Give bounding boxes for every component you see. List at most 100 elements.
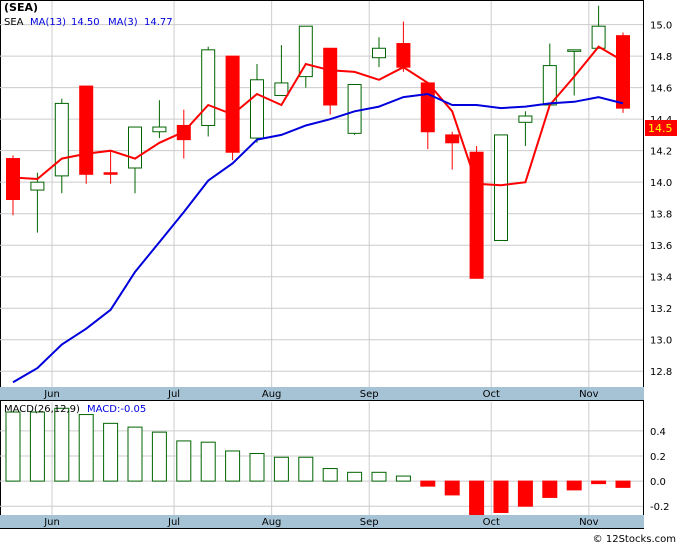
- macd-axis-label: 0.2: [650, 452, 666, 463]
- price-date-label: Oct: [483, 389, 500, 400]
- macd-bar-positive: [29, 411, 45, 482]
- price-axis-label: 13.2: [650, 304, 672, 315]
- macd-bar-positive: [395, 475, 411, 482]
- price-axis-label: 13.4: [650, 273, 672, 284]
- macd-bar-negative: [615, 480, 631, 488]
- macd-bar-negative: [493, 480, 509, 513]
- candle-up: [54, 102, 69, 177]
- macd-bar-positive: [127, 426, 143, 482]
- candle-down: [6, 158, 20, 201]
- macd-bar-positive: [273, 456, 289, 482]
- macd-bar-positive: [5, 411, 21, 482]
- macd-bar-positive: [151, 431, 167, 482]
- legend-ma13-label: MA(13): [30, 17, 66, 28]
- legend-ma3-label: MA(3): [108, 17, 138, 28]
- price-axis-label: 13.6: [650, 241, 672, 252]
- ma3-line: [12, 45, 624, 187]
- price-axis-label: 14.2: [650, 147, 672, 158]
- macd-bar-positive: [347, 471, 363, 482]
- price-axis-label: 14.8: [650, 52, 672, 63]
- macd-bar-negative: [517, 480, 533, 507]
- macd-date-labels: Jun Jul Aug Sep Oct Nov: [43, 517, 598, 528]
- macd-bar-negative: [444, 480, 460, 496]
- macd-bar-positive: [249, 452, 265, 482]
- price-tag-bg: [645, 120, 677, 136]
- candle-up: [298, 25, 313, 78]
- price-date-label: Nov: [579, 389, 599, 400]
- legend-ma13-value: 14.50: [71, 17, 100, 28]
- candle-up: [567, 49, 582, 52]
- candle-up: [30, 181, 45, 191]
- macd-bar-positive: [176, 440, 192, 482]
- macd-bar-positive: [371, 471, 387, 482]
- candle-down: [616, 35, 630, 109]
- macd-bar-negative: [591, 480, 607, 485]
- macd-bar-negative: [566, 480, 582, 491]
- price-date-label: Sep: [360, 389, 379, 400]
- price-date-label: Aug: [262, 389, 282, 400]
- price-axis-label: 14.0: [650, 178, 672, 189]
- macd-date-label: Jun: [43, 517, 60, 528]
- price-date-label: Jul: [167, 389, 180, 400]
- moving-average-lines: [12, 45, 624, 384]
- ma13-line: [12, 92, 624, 384]
- macd-date-label: Aug: [262, 517, 282, 528]
- macd-bar-positive: [78, 414, 94, 482]
- macd-bar-positive: [225, 450, 241, 482]
- candle-down: [420, 82, 435, 133]
- candle-up: [494, 134, 508, 241]
- macd-bar-negative: [542, 480, 558, 498]
- candle-down: [323, 47, 338, 106]
- price-date-labels: Jun Jul Aug Sep Oct Nov: [43, 389, 598, 400]
- candle-up: [250, 79, 264, 139]
- macd-bar-positive: [103, 422, 119, 482]
- price-date-strip: [0, 387, 644, 400]
- price-axis-label: 13.8: [650, 210, 672, 221]
- macd-title: MACD(26,12,9): [4, 404, 80, 415]
- macd-bar-positive: [200, 441, 216, 482]
- price-tag-text: 14.5: [648, 122, 673, 135]
- macd-bars: [5, 407, 631, 516]
- legend-ma3-value: 14.77: [144, 17, 173, 28]
- macd-axis-labels: 0.4 0.2 0.0 -0.2: [650, 427, 670, 513]
- macd-bar-positive: [54, 407, 70, 482]
- candle-up: [152, 126, 167, 133]
- price-date-label: Jun: [43, 389, 60, 400]
- macd-panel: Jun Jul Aug Sep Oct Nov 0.4 0.2 0.0 -0.2 MACD(26…: [0, 400, 670, 529]
- candle-up: [372, 47, 386, 59]
- candle-up: [591, 25, 606, 49]
- price-legend: SEA MA(13) 14.50 MA(3) 14.77: [4, 17, 173, 28]
- candle-up: [518, 115, 533, 123]
- macd-date-strip: [0, 515, 644, 528]
- macd-legend-value: MACD:-0.05: [87, 404, 146, 415]
- macd-date-label: Jul: [167, 517, 180, 528]
- macd-bar-negative: [420, 480, 436, 487]
- macd-date-label: Sep: [360, 517, 379, 528]
- candle-down: [225, 55, 240, 153]
- price-panel: Jun Jul Aug Sep Oct Nov 12.8 13.0 13.2 13.4 13.6 1…: [0, 0, 677, 401]
- watermark: © 12Stocks.com: [593, 534, 676, 545]
- macd-date-label: Nov: [579, 517, 599, 528]
- macd-axis-label: -0.2: [650, 502, 670, 513]
- price-axis-label: 15.0: [650, 21, 672, 32]
- macd-bar-positive: [298, 456, 314, 482]
- price-axis-label: 14.6: [650, 84, 672, 95]
- candle-up: [128, 126, 142, 169]
- price-axis-label: 13.0: [650, 336, 672, 347]
- macd-axis-label: 0.4: [650, 427, 666, 438]
- candle-down: [396, 43, 411, 68]
- candle-up: [274, 82, 289, 97]
- price-axis-label: 12.8: [650, 367, 672, 378]
- price-tag: 14.5: [645, 120, 677, 136]
- macd-date-label: Oct: [483, 517, 500, 528]
- macd-axis-label: 0.0: [650, 477, 666, 488]
- legend-symbol: SEA: [4, 17, 24, 28]
- macd-bar-positive: [322, 468, 338, 482]
- candle-down: [445, 134, 460, 144]
- candle-down: [103, 172, 118, 175]
- price-gridlines: [0, 1, 643, 387]
- candle-up: [347, 84, 362, 134]
- candle-down: [79, 85, 94, 175]
- macd-bar-negative: [469, 480, 485, 516]
